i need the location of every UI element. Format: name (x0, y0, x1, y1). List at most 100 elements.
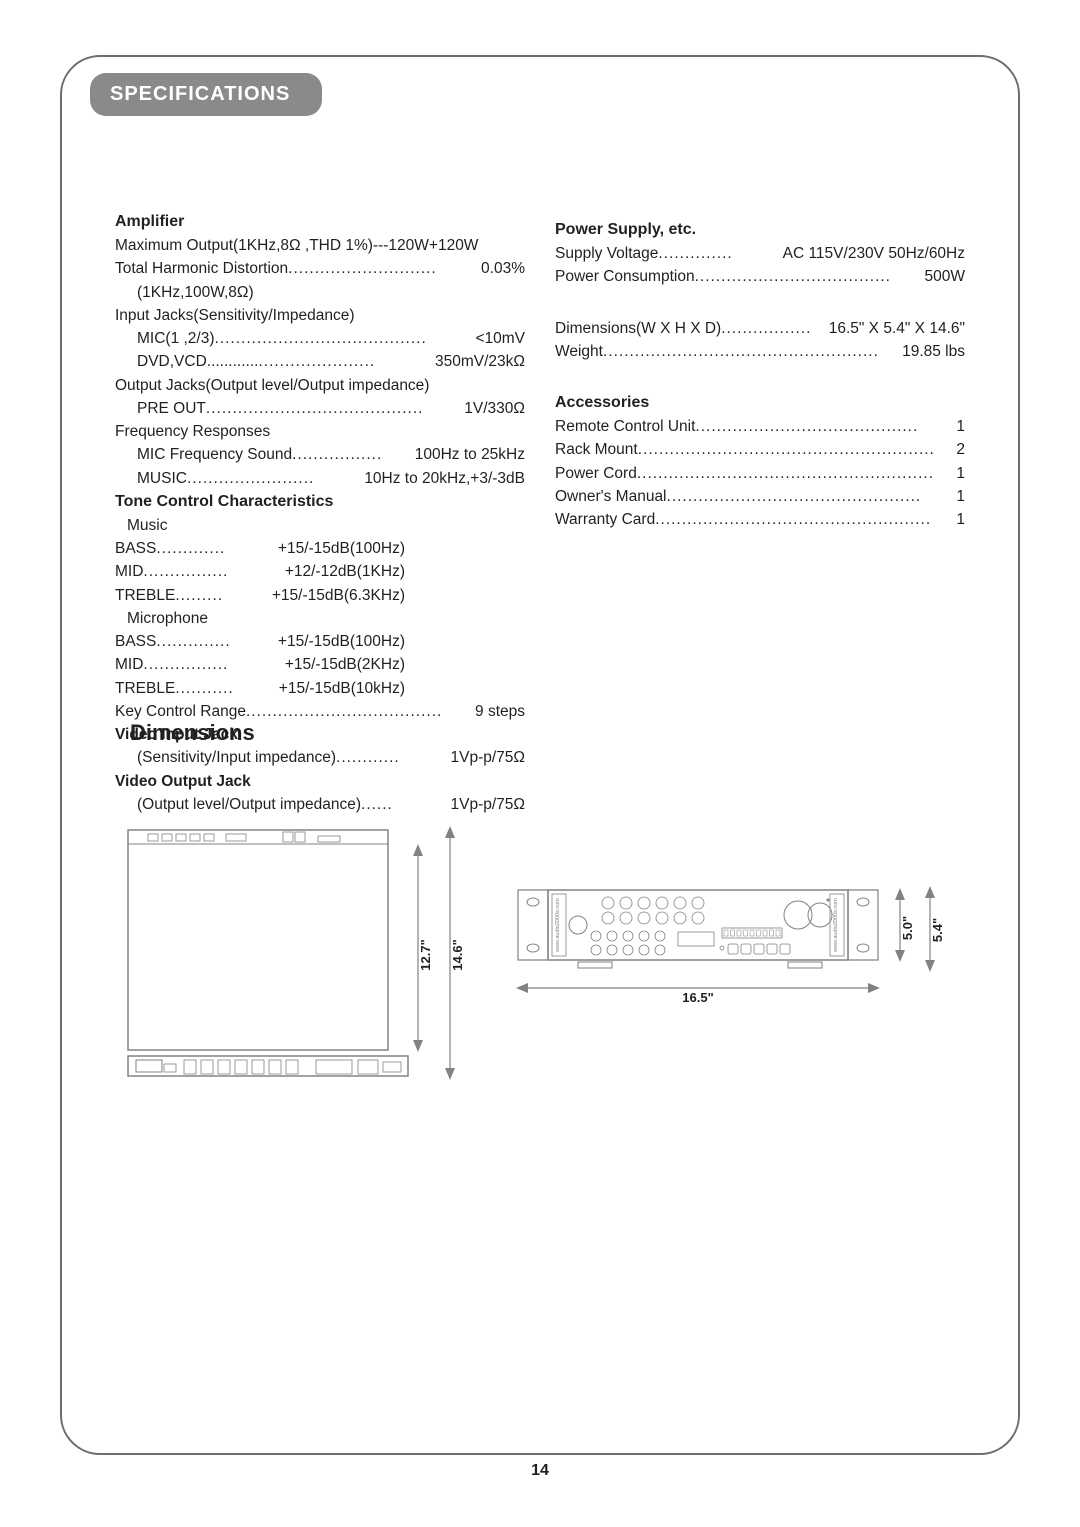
spec-value: 1V/330Ω (464, 397, 525, 420)
spec-value: 350mV/23kΩ (435, 350, 525, 373)
svg-text:5.4": 5.4" (930, 918, 945, 942)
spec-line: (1KHz,100W,8Ω) (115, 281, 525, 304)
spec-line: Output Jacks(Output level/Output impedan… (115, 374, 525, 397)
spec-row: Power Cord .............................… (555, 462, 965, 485)
spec-dots: ........................................… (638, 438, 957, 461)
spec-line: Frequency Responses (115, 420, 525, 443)
tone-value: +15/-15dB(6.3KHz) (272, 584, 405, 607)
spec-value: 0.03% (481, 257, 525, 280)
spec-line: Input Jacks(Sensitivity/Impedance) (115, 304, 525, 327)
spec-label: Dimensions(W X H X D) (555, 317, 721, 340)
spec-label: Total Harmonic Distortion (115, 257, 288, 280)
spec-label: PRE OUT (137, 397, 206, 420)
amplifier-title: Amplifier (115, 210, 525, 234)
spec-value: <10mV (475, 327, 525, 350)
spec-value: AC 115V/230V 50Hz/60Hz (783, 242, 965, 265)
spec-dots: ................. (721, 317, 828, 340)
spec-row: Owner's Manual .........................… (555, 485, 965, 508)
svg-text:14.6": 14.6" (450, 939, 465, 970)
spec-dots: ........................................… (637, 462, 957, 485)
tone-value: +15/-15dB(100Hz) (278, 537, 405, 560)
spec-row: Remote Control Unit ....................… (555, 415, 965, 438)
svg-text:www.audio2000s.com: www.audio2000s.com (555, 898, 561, 953)
spec-label: Power Consumption (555, 265, 695, 288)
tone-label: MID (115, 560, 143, 583)
spec-dots: ........................................… (667, 485, 957, 508)
tone-row: BASS ............. +15/-15dB(100Hz) (115, 537, 405, 560)
diagram-side-view: 12.7" 14.6" (118, 810, 468, 1110)
tone-value: +15/-15dB(100Hz) (278, 630, 405, 653)
tone-row: MID ................ +12/-12dB(1KHz) (115, 560, 405, 583)
spec-label: (Sensitivity/Input impedance) (137, 746, 336, 769)
tone-music-label: Music (115, 514, 233, 537)
tone-label: TREBLE (115, 584, 175, 607)
tone-row: BASS .............. +15/-15dB(100Hz) (115, 630, 405, 653)
spec-label: DVD,VCD............ (137, 350, 258, 373)
spec-value: 1Vp-p/75Ω (451, 746, 526, 769)
spec-label: Owner's Manual (555, 485, 667, 508)
tone-label: TREBLE (115, 677, 175, 700)
spec-row: MIC Frequency Sound ................. 10… (115, 443, 525, 466)
dimensions-heading: Dimensions (130, 720, 255, 746)
tone-row: MID ................ +15/-15dB(2KHz) (115, 653, 405, 676)
svg-text:5.0": 5.0" (900, 916, 915, 940)
tone-value: +15/-15dB(10kHz) (279, 677, 405, 700)
tone-value: +15/-15dB(2KHz) (285, 653, 405, 676)
tone-dots: ................ (143, 560, 284, 583)
spec-dots: ........................................… (655, 508, 956, 531)
spec-dots: ........................................ (215, 327, 476, 350)
spec-value: 1 (956, 415, 965, 438)
spec-label: Rack Mount (555, 438, 638, 461)
spec-row: MIC(1 ,2/3) ............................… (115, 327, 525, 350)
spec-value: 2 (956, 438, 965, 461)
spec-dots: ............ (336, 746, 450, 769)
spec-row: MUSIC ........................ 10Hz to 2… (115, 467, 525, 490)
spec-value: 16.5" X 5.4" X 14.6" (829, 317, 965, 340)
spec-dots: .............. (658, 242, 782, 265)
spec-value: 1 (956, 485, 965, 508)
tone-label: BASS (115, 630, 156, 653)
spec-value: 100Hz to 25kHz (415, 443, 525, 466)
spec-row: Total Harmonic Distortion ..............… (115, 257, 525, 280)
spec-label: Supply Voltage (555, 242, 658, 265)
tone-dots: .............. (156, 630, 278, 653)
tone-dots: ......... (175, 584, 272, 607)
tone-label: BASS (115, 537, 156, 560)
tone-dots: ............. (156, 537, 278, 560)
diagram-front-view: www.audio2000s.com www.audio2000s.com 16.5… (508, 870, 948, 1010)
svg-text:12.7": 12.7" (418, 939, 433, 970)
spec-row: Rack Mount .............................… (555, 438, 965, 461)
specifications-tab: SPECIFICATIONS (90, 73, 322, 116)
spec-line: Maximum Output(1KHz,8Ω ,THD 1%)---120W+1… (115, 234, 525, 257)
tone-dots: ................ (143, 653, 284, 676)
spec-label: Remote Control Unit (555, 415, 695, 438)
spec-row: (Sensitivity/Input impedance) ..........… (115, 746, 525, 769)
spec-value: 1 (956, 508, 965, 531)
svg-text:www.audio2000s.com: www.audio2000s.com (833, 898, 839, 953)
accessories-title: Accessories (555, 391, 965, 415)
tone-mic-label: Microphone (115, 607, 233, 630)
spec-row: PRE OUT ................................… (115, 397, 525, 420)
spec-dots: ................. (292, 443, 415, 466)
spec-row: Warranty Card ..........................… (555, 508, 965, 531)
spec-dots: ........................ (187, 467, 364, 490)
spec-row: DVD,VCD............ ....................… (115, 350, 525, 373)
tone-label: MID (115, 653, 143, 676)
spec-label: Warranty Card (555, 508, 655, 531)
spec-label: Power Cord (555, 462, 637, 485)
spec-dots: ............................ (288, 257, 481, 280)
tone-dots: ........... (175, 677, 278, 700)
svg-text:16.5": 16.5" (682, 990, 713, 1005)
spec-dots: ........................................… (695, 415, 956, 438)
spec-label: MIC(1 ,2/3) (137, 327, 215, 350)
spec-dots: ..................................... (246, 700, 475, 723)
right-column: Power Supply, etc. Supply Voltage ......… (555, 210, 965, 531)
spec-row: Dimensions(W X H X D) ................. … (555, 317, 965, 340)
spec-label: Weight (555, 340, 603, 363)
spec-value: 1 (956, 462, 965, 485)
spec-line: Video Output Jack (115, 770, 525, 793)
spec-label: MUSIC (137, 467, 187, 490)
spec-value: 9 steps (475, 700, 525, 723)
spec-label: MIC Frequency Sound (137, 443, 292, 466)
spec-row: Power Consumption ......................… (555, 265, 965, 288)
